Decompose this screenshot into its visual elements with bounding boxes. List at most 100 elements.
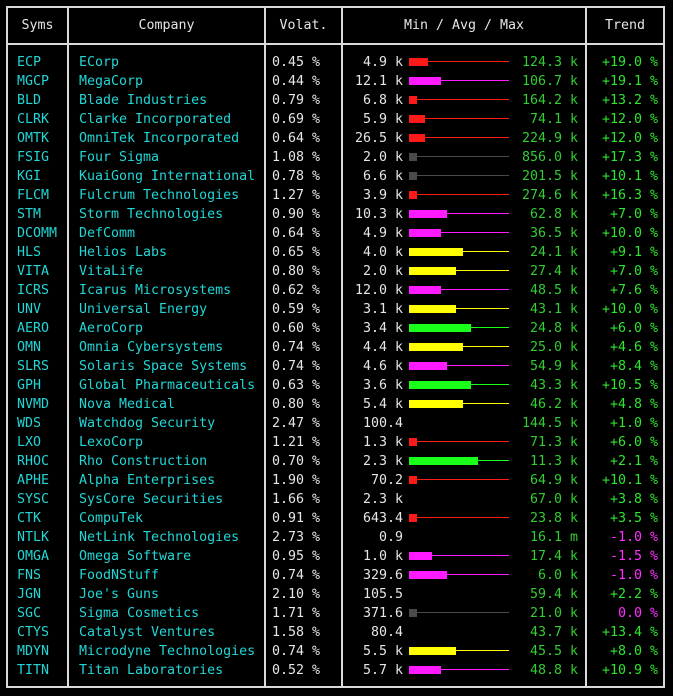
table-row[interactable]: HLS Helios Labs 0.65 % 4.0 k 24.1 k +9.1 % bbox=[8, 243, 663, 262]
avg-bar bbox=[409, 400, 463, 408]
table-row[interactable]: DCOMM DefComm 0.64 % 4.9 k 36.5 k +10.0 % bbox=[8, 224, 663, 243]
avg-bar bbox=[409, 552, 432, 560]
trend-cell: +3.8 % bbox=[609, 492, 658, 507]
min-value-cell: 5.4 k bbox=[362, 397, 403, 412]
trend-cell: +19.0 % bbox=[601, 55, 658, 70]
table-row[interactable]: AERO AeroCorp 0.60 % 3.4 k 24.8 k +6.0 % bbox=[8, 319, 663, 338]
table-row[interactable]: OMTK OmniTek Incorporated 0.64 % 26.5 k 224.… bbox=[8, 129, 663, 148]
table-row[interactable]: GPH Global Pharmaceuticals 0.63 % 3.6 k 43.3… bbox=[8, 376, 663, 395]
table-row[interactable]: ECP ECorp 0.45 % 4.9 k 124.3 k +19.0 % bbox=[8, 53, 663, 72]
min-value-cell: 3.4 k bbox=[362, 321, 403, 336]
table-row[interactable]: OMGA Omega Software 0.95 % 1.0 k 17.4 k -1.5 … bbox=[8, 547, 663, 566]
table-row[interactable]: FLCM Fulcrum Technologies 1.27 % 3.9 k 274.6… bbox=[8, 186, 663, 205]
max-value-cell: 856.0 k bbox=[521, 150, 578, 165]
table-row[interactable]: VITA VitaLife 0.80 % 2.0 k 27.4 k +7.0 % bbox=[8, 262, 663, 281]
symbol-cell: JGN bbox=[17, 587, 42, 602]
table-row[interactable]: SGC Sigma Cosmetics 1.71 % 371.6 21.0 k 0.0 % bbox=[8, 604, 663, 623]
trend-cell: +13.2 % bbox=[601, 93, 658, 108]
max-value-cell: 48.5 k bbox=[529, 283, 578, 298]
volatility-cell: 1.90 % bbox=[272, 473, 321, 488]
min-value-cell: 100.4 bbox=[362, 416, 403, 431]
trend-cell: +7.6 % bbox=[609, 283, 658, 298]
table-row[interactable]: BLD Blade Industries 0.79 % 6.8 k 164.2 k +13… bbox=[8, 91, 663, 110]
symbol-cell: VITA bbox=[17, 264, 50, 279]
volatility-cell: 0.52 % bbox=[272, 663, 321, 678]
trend-cell: +10.9 % bbox=[601, 663, 658, 678]
volatility-cell: 0.44 % bbox=[272, 74, 321, 89]
range-line bbox=[409, 175, 509, 176]
volatility-cell: 0.80 % bbox=[272, 264, 321, 279]
volatility-cell: 0.63 % bbox=[272, 378, 321, 393]
table-row[interactable]: JGN Joe's Guns 2.10 % 105.5 59.4 k +2.2 % bbox=[8, 585, 663, 604]
range-line bbox=[409, 156, 509, 157]
range-line bbox=[409, 80, 509, 81]
company-cell: Omnia Cybersystems bbox=[79, 340, 224, 355]
volatility-cell: 1.21 % bbox=[272, 435, 321, 450]
min-value-cell: 2.3 k bbox=[362, 492, 403, 507]
table-row[interactable]: LXO LexoCorp 1.21 % 1.3 k 71.3 k +6.0 % bbox=[8, 433, 663, 452]
table-row[interactable]: SLRS Solaris Space Systems 0.74 % 4.6 k 54.9… bbox=[8, 357, 663, 376]
avg-bar bbox=[409, 210, 447, 218]
table-row[interactable]: MGCP MegaCorp 0.44 % 12.1 k 106.7 k +19.1 % bbox=[8, 72, 663, 91]
header-trend[interactable]: Trend bbox=[604, 18, 646, 33]
min-value-cell: 0.9 bbox=[378, 530, 403, 545]
range-line bbox=[409, 555, 509, 556]
volatility-cell: 0.90 % bbox=[272, 207, 321, 222]
table-row[interactable]: MDYN Microdyne Technologies 0.74 % 5.5 k 45.… bbox=[8, 642, 663, 661]
trend-cell: +4.8 % bbox=[609, 397, 658, 412]
range-line bbox=[409, 194, 509, 195]
trend-cell: +4.6 % bbox=[609, 340, 658, 355]
table-row[interactable]: FSIG Four Sigma 1.08 % 2.0 k 856.0 k +17.3 % bbox=[8, 148, 663, 167]
avg-bar bbox=[409, 172, 417, 180]
max-value-cell: 67.0 k bbox=[529, 492, 578, 507]
company-cell: Titan Laboratories bbox=[79, 663, 224, 678]
table-row[interactable]: APHE Alpha Enterprises 1.90 % 70.2 64.9 k +10… bbox=[8, 471, 663, 490]
min-value-cell: 4.4 k bbox=[362, 340, 403, 355]
company-cell: CompuTek bbox=[79, 511, 144, 526]
symbol-cell: OMGA bbox=[17, 549, 50, 564]
min-value-cell: 5.9 k bbox=[362, 112, 403, 127]
table-row[interactable]: UNV Universal Energy 0.59 % 3.1 k 43.1 k +10.… bbox=[8, 300, 663, 319]
table-row[interactable]: OMN Omnia Cybersystems 0.74 % 4.4 k 25.0 k +4… bbox=[8, 338, 663, 357]
range-line bbox=[409, 118, 509, 119]
min-value-cell: 3.6 k bbox=[362, 378, 403, 393]
table-row[interactable]: NTLK NetLink Technologies 2.73 % 0.9 16.1 m -… bbox=[8, 528, 663, 547]
header-min-avg-max[interactable]: Min / Avg / Max bbox=[403, 18, 525, 33]
company-cell: Rho Construction bbox=[79, 454, 208, 469]
min-value-cell: 4.9 k bbox=[362, 226, 403, 241]
max-value-cell: 23.8 k bbox=[529, 511, 578, 526]
trend-cell: +1.0 % bbox=[609, 416, 658, 431]
table-row[interactable]: TITN Titan Laboratories 0.52 % 5.7 k 48.8 k +… bbox=[8, 661, 663, 680]
range-line bbox=[409, 365, 509, 366]
volatility-cell: 1.66 % bbox=[272, 492, 321, 507]
trend-cell: +17.3 % bbox=[601, 150, 658, 165]
table-row[interactable]: ICRS Icarus Microsystems 0.62 % 12.0 k 48.5 … bbox=[8, 281, 663, 300]
column-divider bbox=[585, 8, 587, 686]
table-row[interactable]: CTYS Catalyst Ventures 1.58 % 80.4 43.7 k +13… bbox=[8, 623, 663, 642]
avg-bar bbox=[409, 457, 478, 465]
avg-bar bbox=[409, 77, 441, 85]
table-row[interactable]: SYSC SysCore Securities 1.66 % 2.3 k 67.0 k +… bbox=[8, 490, 663, 509]
table-row[interactable]: FNS FoodNStuff 0.74 % 329.6 6.0 k -1.0 % bbox=[8, 566, 663, 585]
max-value-cell: 124.3 k bbox=[521, 55, 578, 70]
max-value-cell: 54.9 k bbox=[529, 359, 578, 374]
table-row[interactable]: RHOC Rho Construction 0.70 % 2.3 k 11.3 k +2.… bbox=[8, 452, 663, 471]
avg-bar bbox=[409, 58, 428, 66]
header-company[interactable]: Company bbox=[138, 18, 195, 33]
table-row[interactable]: WDS Watchdog Security 2.47 % 100.4 144.5 k +1… bbox=[8, 414, 663, 433]
company-cell: MegaCorp bbox=[79, 74, 144, 89]
symbol-cell: AERO bbox=[17, 321, 50, 336]
table-row[interactable]: STM Storm Technologies 0.90 % 10.3 k 62.8 k +… bbox=[8, 205, 663, 224]
trend-cell: +3.5 % bbox=[609, 511, 658, 526]
table-row[interactable]: NVMD Nova Medical 0.80 % 5.4 k 46.2 k +4.8 % bbox=[8, 395, 663, 414]
symbol-cell: ECP bbox=[17, 55, 42, 70]
table-row[interactable]: CLRK Clarke Incorporated 0.69 % 5.9 k 74.1 k… bbox=[8, 110, 663, 129]
header-syms[interactable]: Syms bbox=[21, 18, 54, 33]
trend-cell: +12.0 % bbox=[601, 112, 658, 127]
table-row[interactable]: KGI KuaiGong International 0.78 % 6.6 k 201.… bbox=[8, 167, 663, 186]
header-volatility[interactable]: Volat. bbox=[279, 18, 328, 33]
min-value-cell: 6.6 k bbox=[362, 169, 403, 184]
range-line bbox=[409, 650, 509, 651]
avg-bar bbox=[409, 324, 471, 332]
table-row[interactable]: CTK CompuTek 0.91 % 643.4 23.8 k +3.5 % bbox=[8, 509, 663, 528]
